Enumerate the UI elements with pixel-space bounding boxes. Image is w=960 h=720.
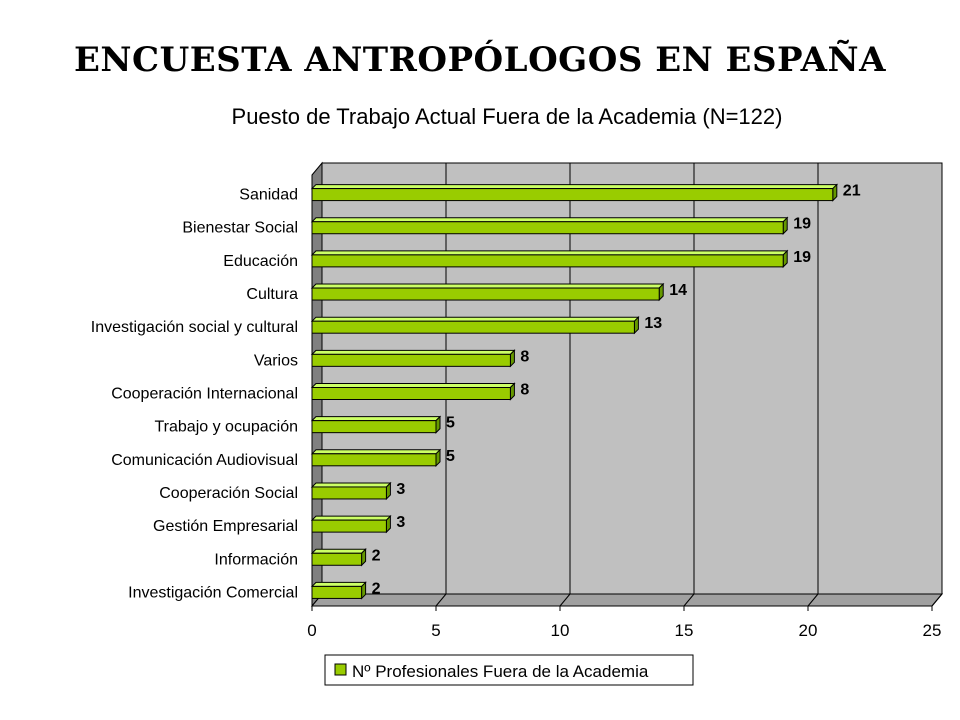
bar [310,216,789,235]
bar-top [310,581,367,587]
bar-front [311,453,437,467]
legend: Nº Profesionales Fuera de la Academia [324,654,694,686]
bar-front [311,287,660,301]
bar-front [311,221,784,235]
bar-top [310,349,516,355]
bar-top [310,515,392,521]
value-label: 19 [793,216,811,233]
bar-front [311,353,511,367]
category-label: Información [214,551,298,568]
bar-top [310,416,442,422]
gridlines [435,163,943,607]
category-label: Educación [223,253,298,270]
gridline-floor [807,593,819,607]
bar [310,382,516,401]
value-label: 13 [644,315,662,332]
value-label: 8 [520,382,529,399]
bar-front [311,387,511,400]
category-label: Sanidad [239,187,298,204]
bar-front [311,254,784,268]
slide-title: ENCUESTA ANTROPÓLOGOS EN ESPAÑA [74,40,886,80]
category-labels: Sanidad Bienestar Social Educación Cultura I… [91,187,298,602]
bar-front [311,420,437,434]
value-label: 21 [843,183,861,200]
bar [310,514,392,534]
bar-top [310,548,367,554]
bar [310,315,640,335]
bar [310,349,516,368]
category-label: Cooperación Social [159,485,298,502]
category-label: Cultura [246,286,298,303]
bar-front [311,519,387,533]
bar [310,581,367,600]
x-tick-label: 0 [307,621,316,640]
bar [310,448,442,468]
category-label: Gestión Empresarial [153,518,298,535]
category-label: Investigación Comercial [128,584,298,601]
value-label: 19 [793,249,811,266]
value-label: 5 [446,415,455,432]
bar [310,415,442,434]
chart-title: Puesto de Trabajo Actual Fuera de la Aca… [232,104,783,129]
bar-top [310,283,665,289]
x-tick-label: 20 [799,621,818,640]
gridline-floor [931,593,943,607]
gridline-floor [683,593,695,607]
category-label: Varios [254,352,298,369]
x-tick-label: 10 [551,621,570,640]
gridline-floor [435,593,447,607]
bar-top [310,449,442,455]
bar-front [311,188,834,202]
bar [310,282,665,302]
legend-box [324,654,694,686]
bar-front [311,320,635,334]
x-tick-label: 15 [675,621,694,640]
legend-label: Nº Profesionales Fuera de la Academia [352,662,649,681]
bar [310,183,839,202]
value-label: 3 [396,481,405,498]
category-label: Comunicación Audiovisual [111,452,298,469]
bar-top [310,250,789,256]
legend-swatch [334,663,347,676]
gridline-floor [559,593,571,607]
bar-top [310,217,789,223]
value-label: 8 [520,348,529,365]
bar-top [310,184,839,190]
plot-floor [310,593,944,607]
bar [310,548,367,567]
bar-front [311,552,363,566]
x-axis: 0 5 10 15 20 25 [307,605,942,640]
bar-front [311,486,387,500]
bar [310,481,392,501]
value-label: 2 [372,580,381,597]
value-label: 2 [372,547,381,564]
value-label: 3 [396,514,405,531]
bar-front [311,585,363,599]
x-tick-label: 25 [923,621,942,640]
bar [310,249,789,269]
x-tick-label: 5 [431,621,440,640]
value-label: 14 [669,282,687,299]
value-label: 5 [446,448,455,465]
category-label: Bienestar Social [182,220,298,237]
category-label: Investigación social y cultural [91,319,298,336]
category-label: Cooperación Internacional [111,386,298,403]
bar-top [310,316,640,322]
bars [310,183,839,600]
bar-top [310,482,392,488]
category-label: Trabajo y ocupación [155,419,299,436]
bar-top [310,383,516,388]
